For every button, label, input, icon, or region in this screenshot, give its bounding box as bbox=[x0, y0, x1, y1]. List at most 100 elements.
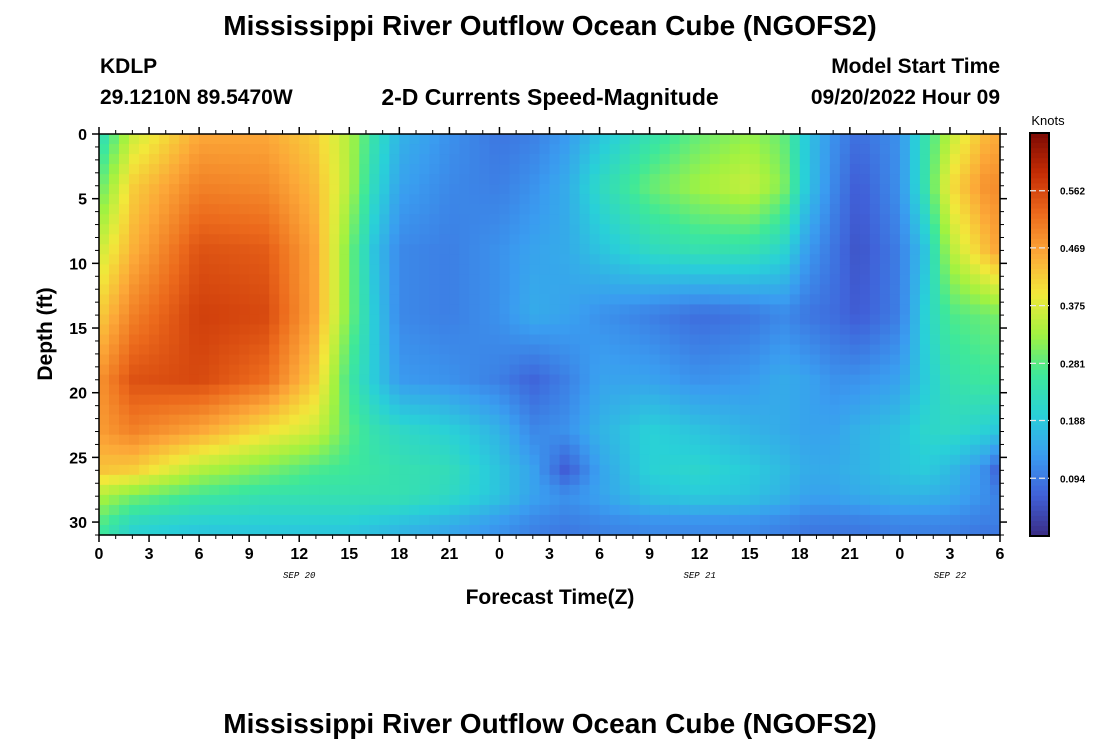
heatmap-cell bbox=[239, 494, 250, 506]
heatmap-cell bbox=[959, 414, 971, 426]
heatmap-cell bbox=[539, 404, 551, 416]
heatmap-cell bbox=[139, 494, 150, 506]
heatmap-cell bbox=[769, 214, 781, 225]
heatmap-cell bbox=[789, 464, 801, 476]
heatmap-cell bbox=[889, 344, 901, 356]
heatmap-cell bbox=[479, 144, 491, 155]
heatmap-cell bbox=[169, 214, 180, 225]
heatmap-cell bbox=[569, 424, 581, 436]
heatmap-cell bbox=[619, 204, 631, 215]
heatmap-cell bbox=[489, 414, 501, 426]
heatmap-cell bbox=[819, 194, 831, 205]
heatmap-cell bbox=[449, 174, 460, 185]
heatmap-cell bbox=[399, 164, 410, 175]
heatmap-cell bbox=[769, 354, 781, 366]
heatmap-cell bbox=[189, 364, 200, 376]
heatmap-cell bbox=[579, 484, 591, 496]
heatmap-cell bbox=[179, 484, 190, 496]
heatmap-cell bbox=[119, 394, 130, 406]
heatmap-cell bbox=[659, 304, 671, 316]
heatmap-cell bbox=[609, 194, 621, 205]
colorbar-segment bbox=[1030, 213, 1049, 220]
heatmap-cell bbox=[129, 394, 140, 406]
heatmap-cell bbox=[789, 494, 801, 506]
heatmap-cell bbox=[149, 214, 160, 225]
heatmap-cell bbox=[959, 134, 971, 145]
heatmap-cell bbox=[879, 504, 891, 516]
heatmap-cell bbox=[369, 494, 380, 506]
heatmap-cell bbox=[709, 144, 721, 155]
heatmap-cell bbox=[359, 394, 370, 406]
heatmap-cell bbox=[259, 484, 270, 496]
heatmap-cell bbox=[439, 204, 450, 215]
heatmap-cell bbox=[229, 224, 240, 235]
heatmap-cell bbox=[369, 384, 380, 396]
heatmap-cell bbox=[539, 234, 551, 245]
heatmap-cell bbox=[549, 344, 561, 356]
heatmap-cell bbox=[609, 424, 621, 436]
heatmap-cell bbox=[409, 294, 420, 306]
heatmap-cell bbox=[909, 404, 921, 416]
heatmap-cell bbox=[729, 144, 741, 155]
heatmap-cell bbox=[519, 424, 531, 436]
heatmap-cell bbox=[439, 154, 450, 165]
heatmap-cell bbox=[599, 484, 611, 496]
heatmap-cell bbox=[369, 334, 380, 346]
heatmap-cell bbox=[759, 434, 771, 446]
heatmap-cell bbox=[389, 374, 400, 386]
heatmap-cell bbox=[839, 344, 851, 356]
heatmap-cell bbox=[199, 134, 210, 145]
heatmap-cell bbox=[759, 364, 771, 376]
heatmap-cell bbox=[509, 274, 521, 285]
heatmap-cell bbox=[779, 334, 791, 346]
heatmap-cell bbox=[389, 244, 400, 255]
heatmap-cell bbox=[669, 524, 681, 536]
heatmap-cell bbox=[569, 414, 581, 426]
x-axis-label: Forecast Time(Z) bbox=[466, 586, 635, 609]
heatmap-cell bbox=[619, 184, 631, 195]
heatmap-cell bbox=[929, 194, 941, 205]
heatmap-cell bbox=[969, 324, 981, 336]
heatmap-cell bbox=[799, 474, 811, 486]
colorbar-segment bbox=[1030, 410, 1049, 416]
heatmap-cell bbox=[929, 274, 941, 285]
heatmap-cell bbox=[739, 264, 751, 275]
heatmap-cell bbox=[679, 314, 691, 326]
heatmap-cell bbox=[269, 134, 280, 145]
heatmap-cell bbox=[99, 354, 110, 366]
heatmap-cell bbox=[199, 184, 210, 195]
heatmap-cell bbox=[469, 394, 481, 406]
heatmap-cell bbox=[909, 224, 921, 235]
heatmap-cell bbox=[949, 454, 961, 466]
heatmap-cell bbox=[139, 184, 150, 195]
heatmap-cell bbox=[779, 474, 791, 486]
heatmap-cell bbox=[749, 494, 761, 506]
heatmap-cell bbox=[209, 364, 220, 376]
heatmap-cell bbox=[469, 144, 481, 155]
colorbar-segment bbox=[1030, 394, 1049, 401]
heatmap-cell bbox=[679, 524, 691, 536]
heatmap-cell bbox=[269, 454, 280, 466]
colorbar-segment bbox=[1030, 138, 1049, 144]
heatmap-cell bbox=[839, 434, 851, 446]
heatmap-cell bbox=[859, 234, 871, 245]
heatmap-cell bbox=[609, 314, 621, 326]
heatmap-cell bbox=[549, 354, 561, 366]
heatmap-cell bbox=[239, 394, 250, 406]
heatmap-cell bbox=[549, 494, 561, 506]
heatmap-cell bbox=[529, 314, 541, 326]
heatmap-cell bbox=[949, 204, 961, 215]
heatmap-cell bbox=[659, 184, 671, 195]
heatmap-cell bbox=[929, 234, 941, 245]
heatmap-cell bbox=[99, 144, 110, 155]
heatmap-cell bbox=[699, 494, 711, 506]
heatmap-cell bbox=[279, 184, 290, 195]
heatmap-cell bbox=[899, 484, 911, 496]
heatmap-cell bbox=[529, 184, 541, 195]
heatmap-cell bbox=[689, 204, 701, 215]
heatmap-cell bbox=[169, 344, 180, 356]
heatmap-cell bbox=[509, 144, 521, 155]
heatmap-cell bbox=[119, 144, 130, 155]
heatmap-cell bbox=[579, 524, 591, 536]
heatmap-cell bbox=[759, 414, 771, 426]
